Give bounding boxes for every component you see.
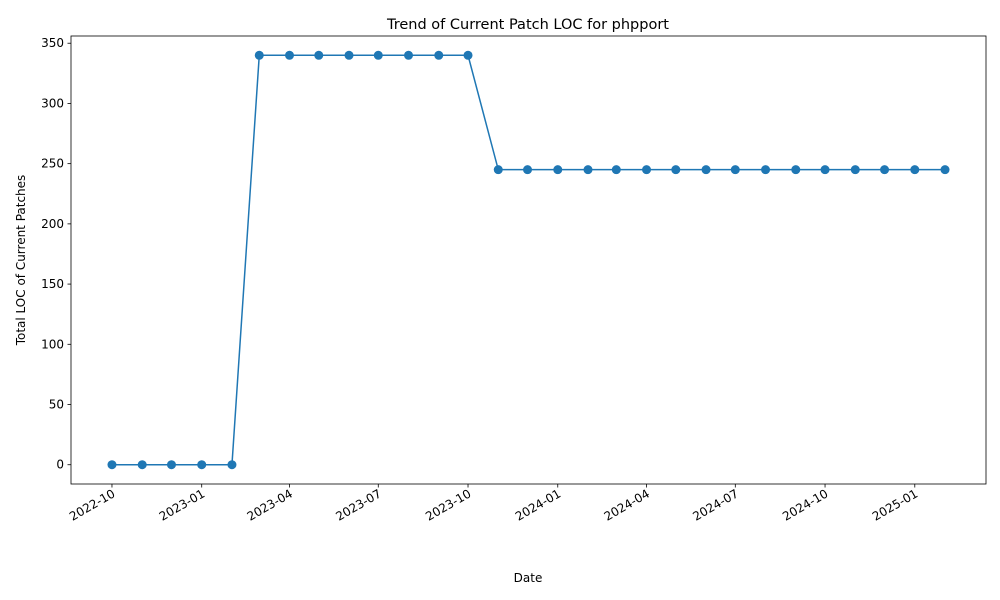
data-point [611, 165, 621, 175]
data-point [730, 165, 740, 175]
data-point [197, 460, 207, 470]
data-point [671, 165, 681, 175]
x-tick-label: 2022-10 [67, 486, 117, 523]
y-tick-label: 200 [41, 217, 64, 231]
data-point [314, 50, 324, 60]
x-tick-label: 2024-04 [602, 486, 652, 523]
data-point [553, 165, 563, 175]
data-series [107, 50, 950, 470]
x-tick-label: 2024-01 [513, 486, 563, 523]
y-axis-label: Total LOC of Current Patches [14, 175, 28, 347]
data-point [434, 50, 444, 60]
y-tick-label: 150 [41, 277, 64, 291]
data-point [166, 460, 176, 470]
chart-title: Trend of Current Patch LOC for phpport [386, 17, 669, 33]
data-point [107, 460, 117, 470]
data-point [285, 50, 295, 60]
x-tick-label: 2023-10 [423, 486, 473, 523]
x-tick-label: 2025-01 [870, 486, 920, 523]
data-point [880, 165, 890, 175]
data-point [493, 165, 503, 175]
y-axis: 0 50 100 150 200 250 300 350 [41, 36, 71, 472]
data-point [940, 165, 950, 175]
y-tick-label: 300 [41, 96, 64, 110]
data-point [910, 165, 920, 175]
data-point [227, 460, 237, 470]
data-point [791, 165, 801, 175]
data-point [137, 460, 147, 470]
data-point [850, 165, 860, 175]
data-point [254, 50, 264, 60]
y-tick-label: 250 [41, 157, 64, 171]
plot-area [70, 35, 987, 485]
x-tick-label: 2024-07 [690, 486, 740, 523]
y-tick-label: 350 [41, 36, 64, 50]
data-point [404, 50, 414, 60]
y-tick-label: 0 [56, 458, 64, 472]
x-tick-label: 2023-04 [245, 486, 295, 523]
data-point [642, 165, 652, 175]
x-tick-label: 2023-01 [157, 486, 207, 523]
data-point [701, 165, 711, 175]
data-point [820, 165, 830, 175]
series-line [111, 54, 946, 466]
data-point [761, 165, 771, 175]
data-point [583, 165, 593, 175]
y-tick-label: 50 [49, 398, 64, 412]
x-tick-label: 2023-07 [333, 486, 383, 523]
data-point [523, 165, 533, 175]
x-axis-label: Date [514, 571, 543, 585]
x-axis: 2022-10 2023-01 2023-04 2023-07 2023-10 2024-… [67, 484, 920, 524]
data-point [463, 50, 473, 60]
x-tick-label: 2024-10 [780, 486, 830, 523]
data-point [373, 50, 383, 60]
y-tick-label: 100 [41, 337, 64, 351]
data-point [344, 50, 354, 60]
